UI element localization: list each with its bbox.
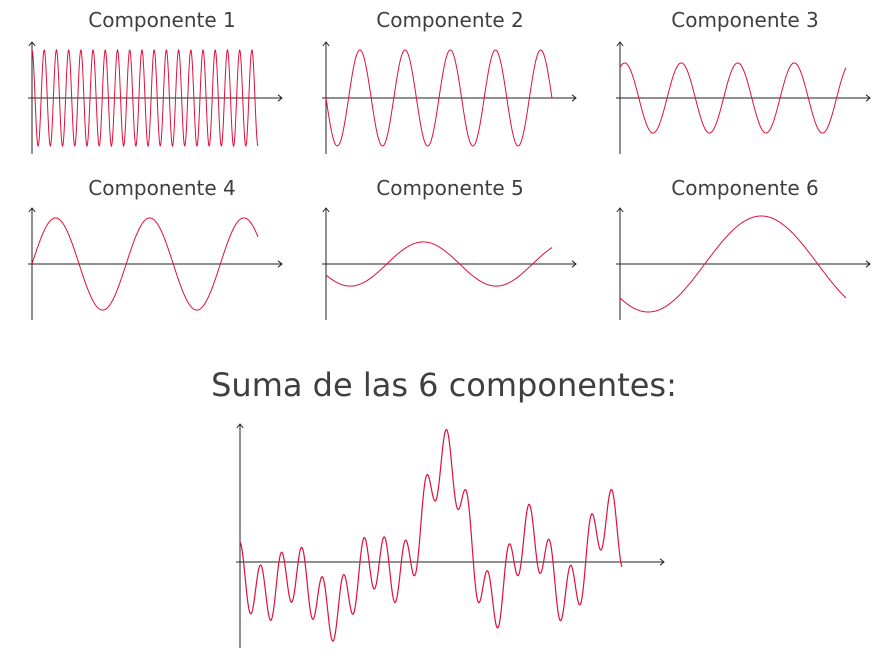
component-3-title: Componente 3: [671, 8, 819, 32]
y-axis-arrow-icon: [28, 207, 36, 213]
component-curve: [31, 48, 259, 148]
x-axis-arrow-icon: [865, 260, 871, 268]
component-2-plot: [322, 41, 577, 154]
component-5-plot: [322, 207, 577, 320]
sum-curve: [239, 428, 623, 642]
component-curve: [619, 215, 847, 313]
x-axis-arrow-icon: [659, 558, 665, 566]
sum-title: Suma de las 6 componentes:: [211, 366, 677, 404]
component-6-title: Componente 6: [671, 176, 819, 200]
component-curve: [325, 241, 553, 287]
x-axis-arrow-icon: [571, 94, 577, 102]
component-3-plot: [616, 41, 871, 154]
x-axis-arrow-icon: [277, 94, 283, 102]
component-2-title: Componente 2: [376, 8, 524, 32]
x-axis-arrow-icon: [277, 260, 283, 268]
y-axis-arrow-icon: [28, 41, 36, 47]
component-4-title: Componente 4: [88, 176, 236, 200]
sum-plot: [236, 423, 665, 648]
component-curve: [31, 217, 259, 311]
y-axis-arrow-icon: [616, 207, 624, 213]
component-curve: [619, 62, 847, 134]
component-1-title: Componente 1: [88, 8, 236, 32]
y-axis-arrow-icon: [616, 41, 624, 47]
y-axis-arrow-icon: [236, 423, 244, 429]
component-1-plot: [28, 41, 283, 154]
component-4-plot: [28, 207, 283, 320]
x-axis-arrow-icon: [571, 260, 577, 268]
x-axis-arrow-icon: [865, 94, 871, 102]
component-5-title: Componente 5: [376, 176, 524, 200]
y-axis-arrow-icon: [322, 207, 330, 213]
component-curve: [325, 49, 553, 147]
component-6-plot: [616, 207, 871, 320]
y-axis-arrow-icon: [322, 41, 330, 47]
